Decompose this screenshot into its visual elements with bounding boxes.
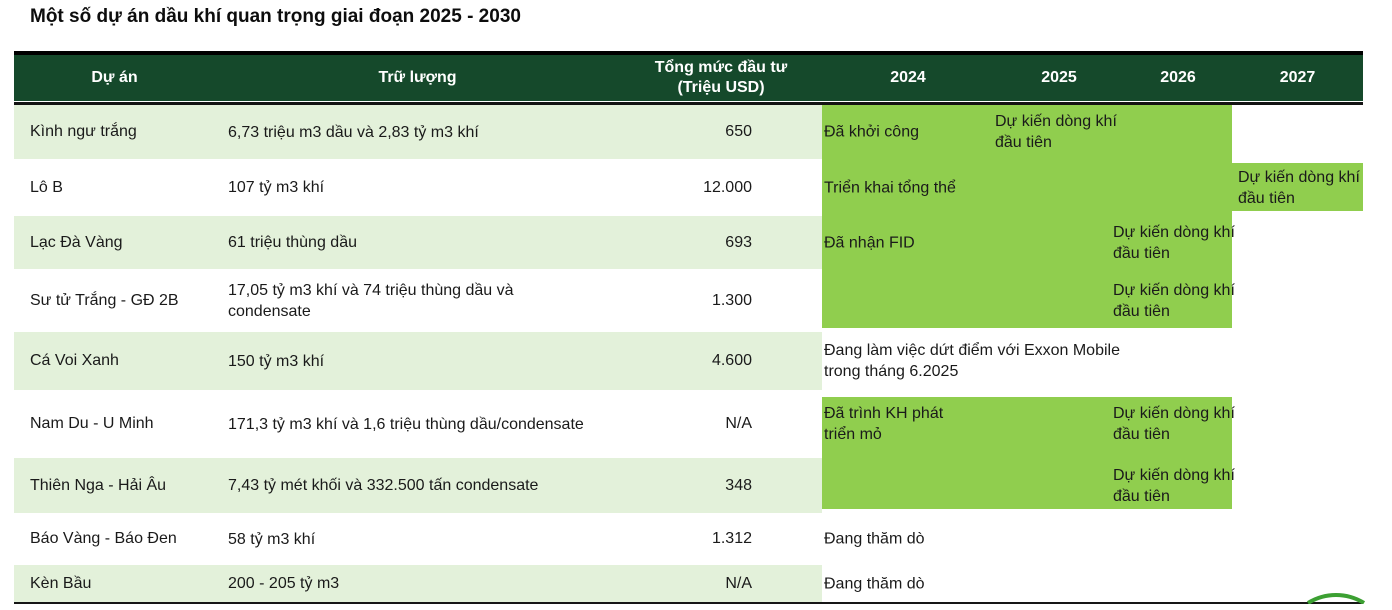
column-header-investment-line1: Tổng mức đầu tư (654, 59, 788, 76)
investment-cell: 1.312 (711, 530, 752, 547)
column-header-project: Dự án (14, 68, 215, 88)
gantt-bar (822, 159, 1232, 216)
timeline-status: Triển khai tổng thể (824, 179, 956, 196)
timeline-cell: Đang làm việc dứt điểm với Exxon Mobile … (822, 332, 1363, 390)
table-row: Kèn Bầu 200 - 205 tỷ m3 N/A Đang thăm dò (14, 565, 1363, 602)
timeline-milestone: Dự kiến dòng khí đầu tiên (1113, 281, 1235, 320)
investment-cell: 693 (725, 233, 752, 251)
timeline-milestone: Dự kiến dòng khí đầu tiên (1113, 223, 1235, 262)
project-cell: Thiên Nga - Hải Âu (30, 476, 167, 494)
circle-logo-arc-icon (1306, 593, 1366, 604)
investment-cell: 650 (725, 123, 752, 140)
gantt-bar-2027 (1232, 163, 1363, 211)
gantt-bar (822, 216, 1232, 269)
column-header-2026-label: 2026 (1160, 69, 1196, 86)
reserves-cell: 61 triệu thùng dầu (228, 234, 357, 251)
reserves-cell: 150 tỷ m3 khí (228, 352, 325, 370)
column-header-2027: 2027 (1232, 68, 1363, 88)
project-cell: Kình ngư trắng (30, 123, 137, 140)
gantt-bar (822, 269, 1232, 328)
column-header-2026: 2026 (1124, 68, 1232, 88)
table-row: Sư tử Trắng - GĐ 2B 17,05 tỷ m3 khí và 7… (14, 269, 1363, 332)
timeline-cell: Đã nhận FID Dự kiến dòng khí đầu tiên (822, 216, 1363, 269)
column-header-investment: Tổng mức đầu tư (Triệu USD) (620, 58, 822, 98)
reserves-cell: 6,73 triệu m3 dầu và 2,83 tỷ m3 khí (228, 123, 479, 141)
column-header-project-label: Dự án (91, 69, 138, 86)
timeline-milestone: Dự kiến dòng khí đầu tiên (1113, 405, 1235, 443)
investment-cell: N/A (725, 415, 752, 432)
table-row: Lô B 107 tỷ m3 khí 12.000 Triển khai tổn… (14, 159, 1363, 216)
timeline-cell: Đang thăm dò (822, 513, 1363, 565)
project-cell: Sư tử Trắng - GĐ 2B (30, 291, 179, 309)
reserves-cell: 171,3 tỷ m3 khí và 1,6 triệu thùng dầu/c… (228, 415, 584, 433)
timeline-cell: Dự kiến dòng khí đầu tiên (822, 458, 1363, 513)
column-header-2024: 2024 (822, 68, 994, 88)
column-header-2025-label: 2025 (1041, 69, 1077, 86)
table-header-row: Dự án Trữ lượng Tổng mức đầu tư (Triệu U… (14, 51, 1363, 101)
column-header-investment-line2: (Triệu USD) (677, 79, 765, 96)
project-cell: Lạc Đà Vàng (30, 233, 123, 251)
timeline-cell: Triển khai tổng thể Dự kiến dòng khí đầu… (822, 159, 1363, 216)
table-bottom-border (14, 602, 1363, 604)
page-title: Một số dự án dầu khí quan trọng giai đoạ… (30, 6, 521, 27)
column-header-2027-label: 2027 (1279, 69, 1316, 86)
timeline-status: Đã trình KH phát triển mỏ (824, 405, 944, 443)
header-divider (14, 102, 1363, 105)
reserves-cell: 107 tỷ m3 khí (228, 179, 325, 196)
column-header-2024-label: 2024 (890, 69, 926, 86)
timeline-status: Đang làm việc dứt điểm với Exxon Mobile … (824, 342, 1120, 380)
project-cell: Nam Du - U Minh (30, 415, 154, 432)
investment-cell: 1.300 (711, 291, 752, 309)
project-cell: Cá Voi Xanh (30, 352, 119, 369)
gantt-bar (822, 397, 1232, 458)
timeline-status: Đang thăm dò (824, 575, 925, 592)
timeline-cell: Đã khởi công Dự kiến dòng khí đầu tiên (822, 105, 1363, 159)
project-cell: Lô B (30, 178, 63, 196)
table-row: Nam Du - U Minh 171,3 tỷ m3 khí và 1,6 t… (14, 390, 1363, 458)
investment-cell: 4.600 (711, 352, 752, 369)
timeline-status: Đang thăm dò (824, 530, 925, 548)
timeline-status: Đã khởi công (824, 123, 919, 141)
table-row: Báo Vàng - Báo Đen 58 tỷ m3 khí 1.312 Đa… (14, 513, 1363, 565)
timeline-cell: Dự kiến dòng khí đầu tiên (822, 269, 1363, 332)
timeline-status: Đã nhận FID (824, 234, 915, 251)
column-header-reserves-label: Trữ lượng (378, 69, 457, 86)
projects-table: Dự án Trữ lượng Tổng mức đầu tư (Triệu U… (14, 51, 1363, 604)
table-row: Cá Voi Xanh 150 tỷ m3 khí 4.600 Đang làm… (14, 332, 1363, 390)
timeline-milestone: Dự kiến dòng khí đầu tiên (995, 113, 1117, 151)
investment-cell: 12.000 (703, 178, 752, 196)
table-row: Thiên Nga - Hải Âu 7,43 tỷ mét khối và 3… (14, 458, 1363, 513)
investment-cell: 348 (725, 476, 752, 494)
project-cell: Kèn Bầu (30, 574, 92, 592)
investment-cell: N/A (725, 574, 752, 592)
gantt-bar (822, 105, 1232, 159)
timeline-cell: Đang thăm dò (822, 565, 1363, 602)
reserves-cell: 17,05 tỷ m3 khí và 74 triệu thùng dầu và… (228, 281, 514, 320)
timeline-cell: Đã trình KH phát triển mỏ Dự kiến dòng k… (822, 390, 1363, 458)
project-cell: Báo Vàng - Báo Đen (30, 530, 177, 547)
column-header-2025: 2025 (994, 68, 1124, 88)
column-header-reserves: Trữ lượng (215, 68, 620, 88)
reserves-cell: 7,43 tỷ mét khối và 332.500 tấn condensa… (228, 477, 539, 494)
timeline-milestone: Dự kiến dòng khí đầu tiên (1113, 466, 1235, 505)
table-row: Kình ngư trắng 6,73 triệu m3 dầu và 2,83… (14, 105, 1363, 159)
table-row: Lạc Đà Vàng 61 triệu thùng dầu 693 Đã nh… (14, 216, 1363, 269)
gantt-bar (822, 458, 1232, 509)
reserves-cell: 200 - 205 tỷ m3 (228, 575, 340, 592)
reserves-cell: 58 tỷ m3 khí (228, 530, 316, 548)
timeline-milestone: Dự kiến dòng khí đầu tiên (1238, 168, 1360, 207)
